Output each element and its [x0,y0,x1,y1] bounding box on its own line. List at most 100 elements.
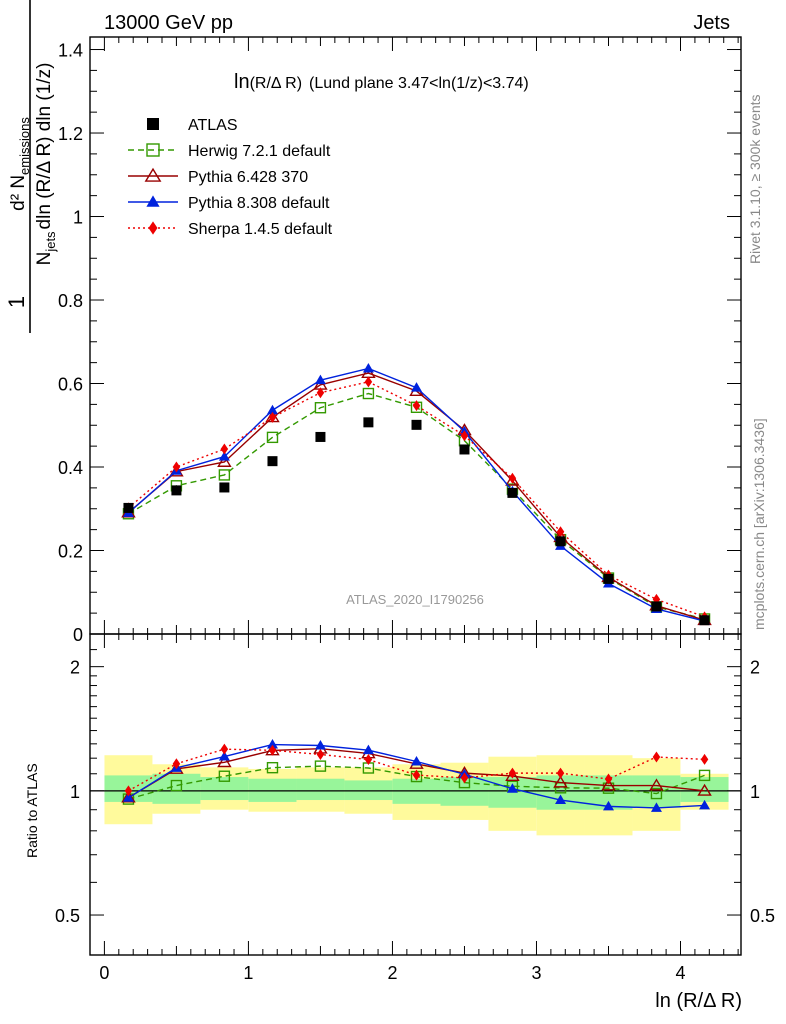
point-pythia-8-308-default [314,374,326,385]
ratio-y-tick-label-right: 0.5 [750,906,775,926]
point-atlas [315,431,326,442]
y-label-denominator: Njetsdln (R/Δ R) dln (1/z) [34,63,58,266]
ratio-y-tick-label: 2 [70,658,80,678]
y-label-numerator-sub: emissions [17,117,32,175]
point-pythia-8-308-default [266,404,278,415]
point-atlas [699,615,710,626]
legend-marker-atlas [147,118,159,130]
point-sherpa-1-4-5-default [412,400,421,412]
analysis-id: ATLAS_2020_I1790256 [346,592,484,607]
y-tick-label: 0.4 [58,458,83,478]
x-tick-label: 4 [676,963,686,983]
y-label-denominator-main: N [34,252,55,266]
legend-label-sherpa-1-4-5-default: Sherpa 1.4.5 default [188,221,333,238]
plot-title: ln(R/Δ R) (Lund plane 3.47<ln(1/z)<3.74) [234,71,529,93]
point-sherpa-1-4-5-default [268,411,277,423]
point-herwig-7-2-1-default [218,469,231,481]
point-pythia-6-428-370 [505,473,520,486]
point-sherpa-1-4-5-default [220,443,229,455]
ratio-y-tick-label-right: 2 [750,658,760,678]
point-sherpa-1-4-5-default [364,376,373,388]
y-tick-label: 0 [73,625,83,645]
y-tick-label: 0.8 [58,291,83,311]
ratio-point-pythia-8-308-default [555,794,567,805]
ratio-point-herwig-7-2-1-default [314,760,327,772]
ratio-band-inner [200,777,249,801]
legend-label-pythia-6-428-370: Pythia 6.428 370 [188,169,308,186]
ratio-point-sherpa-1-4-5-default [172,758,181,770]
point-herwig-7-2-1-default [362,387,375,400]
point-sherpa-1-4-5-default [508,472,517,484]
point-atlas [459,444,470,455]
ratio-point-sherpa-1-4-5-default [604,773,613,785]
ratio-point-herwig-7-2-1-default [170,779,183,792]
point-pythia-6-428-370 [217,454,232,467]
x-tick-label: 0 [99,963,109,983]
legend-label-herwig-7-2-1-default: Herwig 7.2.1 default [188,143,331,160]
point-atlas [507,487,518,498]
ratio-point-sherpa-1-4-5-default [700,753,709,765]
ratio-point-pythia-8-308-default [602,800,614,811]
point-atlas [603,573,614,584]
x-axis-label: ln (R/Δ R) [655,990,742,1012]
y-label-denominator-rest: dln (R/Δ R) dln (1/z) [34,63,55,230]
point-atlas [555,536,566,547]
point-sherpa-1-4-5-default [460,430,469,442]
legend-marker-sherpa-1-4-5-default [148,221,158,235]
ratio-y-tick-label-right: 1 [750,782,760,802]
point-sherpa-1-4-5-default [316,387,325,399]
ratio-point-herwig-7-2-1-default [698,769,711,782]
ratio-point-sherpa-1-4-5-default [220,743,229,755]
point-atlas [411,419,422,430]
y-tick-label: 1 [73,208,83,228]
ratio-point-pythia-8-308-default [122,792,134,802]
ratio-point-sherpa-1-4-5-default [124,785,133,797]
ratio-point-herwig-7-2-1-default [650,787,663,800]
ratio-point-pythia-6-428-370 [601,778,616,791]
ratio-point-sherpa-1-4-5-default [316,748,325,760]
ratio-point-herwig-7-2-1-default [218,770,231,782]
y-tick-label: 1.2 [58,124,83,144]
main-y-label: 1 d² Nemissions Njetsdln (R/Δ R) dln (1/… [4,0,58,333]
y-tick-label: 0.6 [58,375,83,395]
ratio-point-pythia-8-308-default [314,740,326,750]
ratio-point-sherpa-1-4-5-default [556,767,565,779]
y-tick-label: 0.2 [58,542,83,562]
plot-title-selection: (Lund plane 3.47<ln(1/z)<3.74) [309,75,529,92]
ratio-point-herwig-7-2-1-default [266,761,279,774]
header-process: Jets [693,12,730,34]
point-pythia-8-308-default [362,362,374,373]
ratio-point-pythia-8-308-default [362,744,374,755]
point-atlas [267,456,278,467]
point-herwig-7-2-1-default [314,402,327,414]
y-label-numerator-main: d² N [8,175,29,211]
point-sherpa-1-4-5-default [556,526,565,538]
legend: ATLAS Herwig 7.2.1 default Pythia 6.428 37… [128,117,333,238]
legend-marker-herwig-7-2-1-default [146,143,160,157]
point-pythia-8-308-default [411,382,423,392]
ratio-point-pythia-8-308-default [411,755,423,766]
plot-title-arg: (R/Δ R) [250,75,302,92]
point-atlas [651,601,662,612]
y-tick-label: 1.4 [58,41,83,61]
point-atlas [219,482,230,493]
ratio-y-tick-label: 1 [70,782,80,802]
ratio-point-sherpa-1-4-5-default [460,772,469,784]
ratio-point-pythia-6-428-370 [697,783,712,796]
ratio-frame [89,633,742,956]
point-pythia-8-308-default [218,451,230,461]
ratio-panel: 0 1 2 3 4 0.5 0.5 1 1 2 2 [55,633,775,983]
series-line-sherpa-1-4-5-default [128,381,705,618]
x-tick-label: 2 [387,963,397,983]
ratio-point-sherpa-1-4-5-default [412,769,421,781]
legend-label-pythia-8-308-default: Pythia 8.308 default [188,195,330,212]
main-panel: 0 0.2 0.4 0.6 0.8 1 1.2 1.4 [58,36,742,645]
ratio-point-sherpa-1-4-5-default [364,754,373,766]
ratio-point-sherpa-1-4-5-default [652,751,661,763]
legend-marker-pythia-8-308-default [146,195,160,207]
x-tick-label: 3 [531,963,541,983]
header-beam: 13000 GeV pp [104,12,233,34]
ratio-point-pythia-8-308-default [218,751,230,761]
